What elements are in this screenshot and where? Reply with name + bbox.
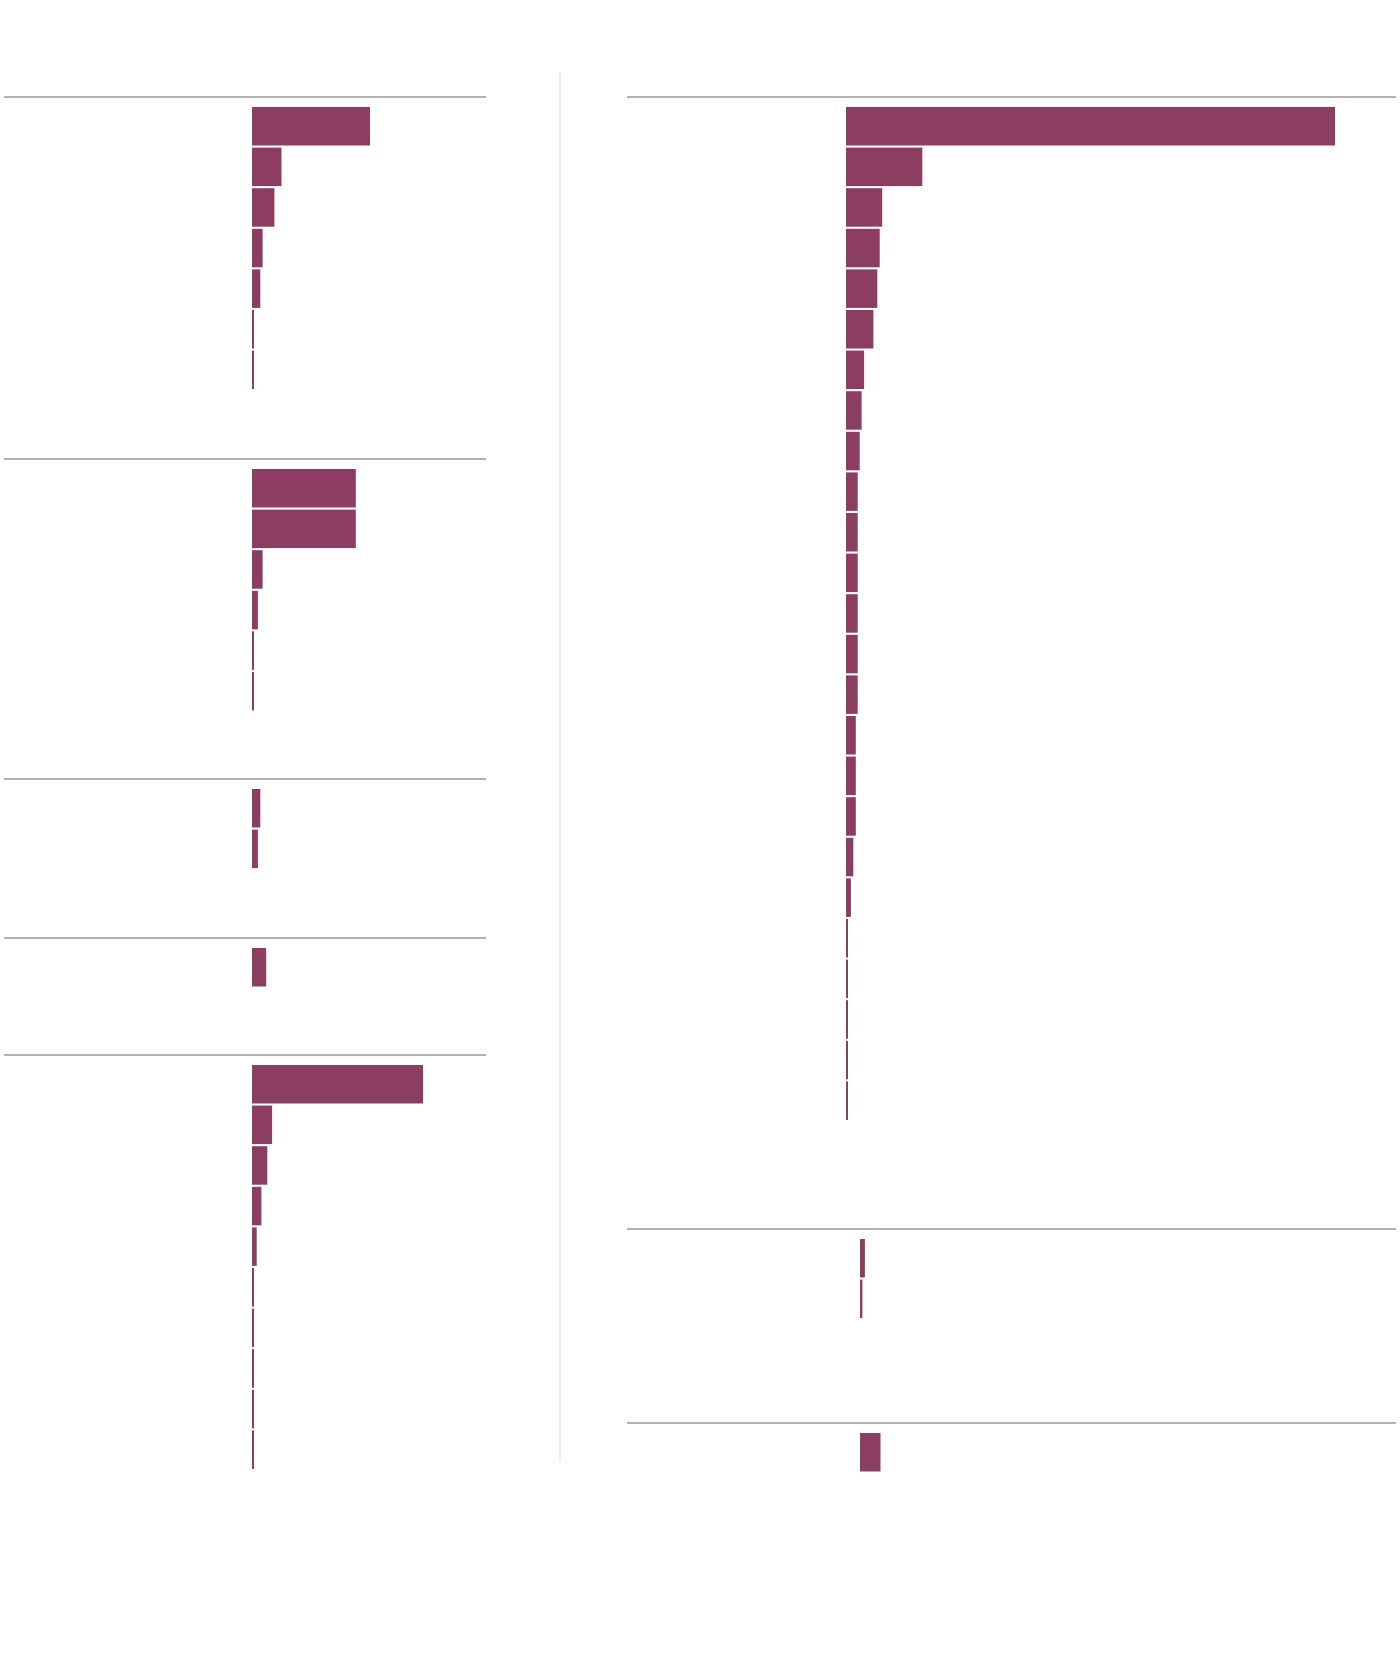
bar [252, 509, 356, 549]
bar [252, 107, 370, 146]
bar [846, 1000, 848, 1039]
bar [846, 797, 856, 836]
bar [252, 590, 258, 630]
bar [252, 1227, 257, 1266]
bar [252, 1308, 254, 1348]
bar [252, 948, 267, 987]
bar [846, 1081, 848, 1120]
bar-panel [4, 1054, 486, 1469]
bar [252, 469, 356, 508]
bar [252, 147, 282, 187]
bar [846, 1040, 848, 1080]
bar [846, 675, 858, 714]
bar [252, 829, 258, 869]
bar [846, 634, 858, 674]
bar [846, 513, 858, 552]
bar [846, 594, 858, 633]
bar [252, 228, 263, 268]
bar-panel [4, 937, 486, 987]
bar [252, 1065, 424, 1104]
bar [252, 269, 261, 308]
bar [846, 310, 874, 349]
bar [846, 553, 858, 593]
bar [252, 1146, 268, 1185]
bar [252, 1105, 273, 1145]
bar [252, 550, 263, 589]
bar [252, 1430, 254, 1469]
bar [860, 1279, 863, 1319]
bar [846, 959, 848, 999]
bar-panels [4, 96, 1396, 1472]
bar [846, 350, 865, 390]
bar [252, 310, 254, 349]
bar [252, 350, 254, 390]
bar [846, 716, 856, 755]
bar-panel [4, 458, 486, 711]
bar [252, 1186, 262, 1226]
bar [252, 631, 254, 670]
bar [846, 107, 1335, 146]
bar-panel [4, 96, 486, 390]
bar [846, 431, 860, 471]
bar-panel [627, 1228, 1396, 1319]
bar-panel [627, 96, 1396, 1120]
bar [252, 1268, 254, 1307]
bar [846, 472, 858, 511]
bar [846, 147, 923, 187]
bar [846, 756, 856, 796]
bar-panel [4, 778, 486, 869]
bar [846, 269, 878, 308]
bar [860, 1433, 881, 1472]
bar [252, 672, 254, 711]
bar [846, 837, 854, 877]
bar [846, 228, 880, 268]
bar [846, 188, 883, 227]
bar [252, 188, 275, 227]
bar [252, 1349, 254, 1388]
bar [846, 919, 848, 958]
bar [846, 878, 851, 917]
bar [846, 391, 862, 430]
bar [252, 1389, 254, 1429]
bar [860, 1239, 865, 1278]
bar [252, 789, 261, 828]
bar-panel [627, 1422, 1396, 1472]
